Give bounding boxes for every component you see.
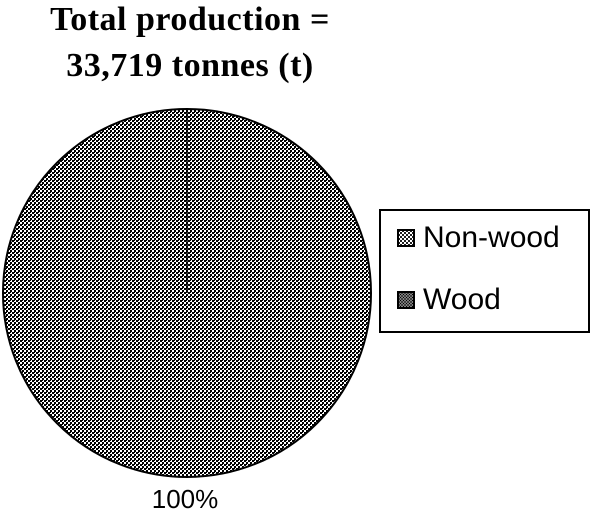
legend-label-non-wood: Non-wood xyxy=(423,221,560,254)
chart-title-line-1: Total production = xyxy=(50,1,330,38)
legend-label-wood: Wood xyxy=(423,283,501,316)
legend-item-wood: Wood xyxy=(397,283,501,316)
legend: Non-wood Wood xyxy=(379,209,590,333)
slice-label-wood: 100% xyxy=(151,484,219,514)
legend-swatch-non-wood xyxy=(397,229,415,247)
legend-item-non-wood: Non-wood xyxy=(397,221,560,254)
legend-swatch-wood xyxy=(397,291,415,309)
chart-title-line-2: 33,719 tonnes (t) xyxy=(66,47,314,84)
